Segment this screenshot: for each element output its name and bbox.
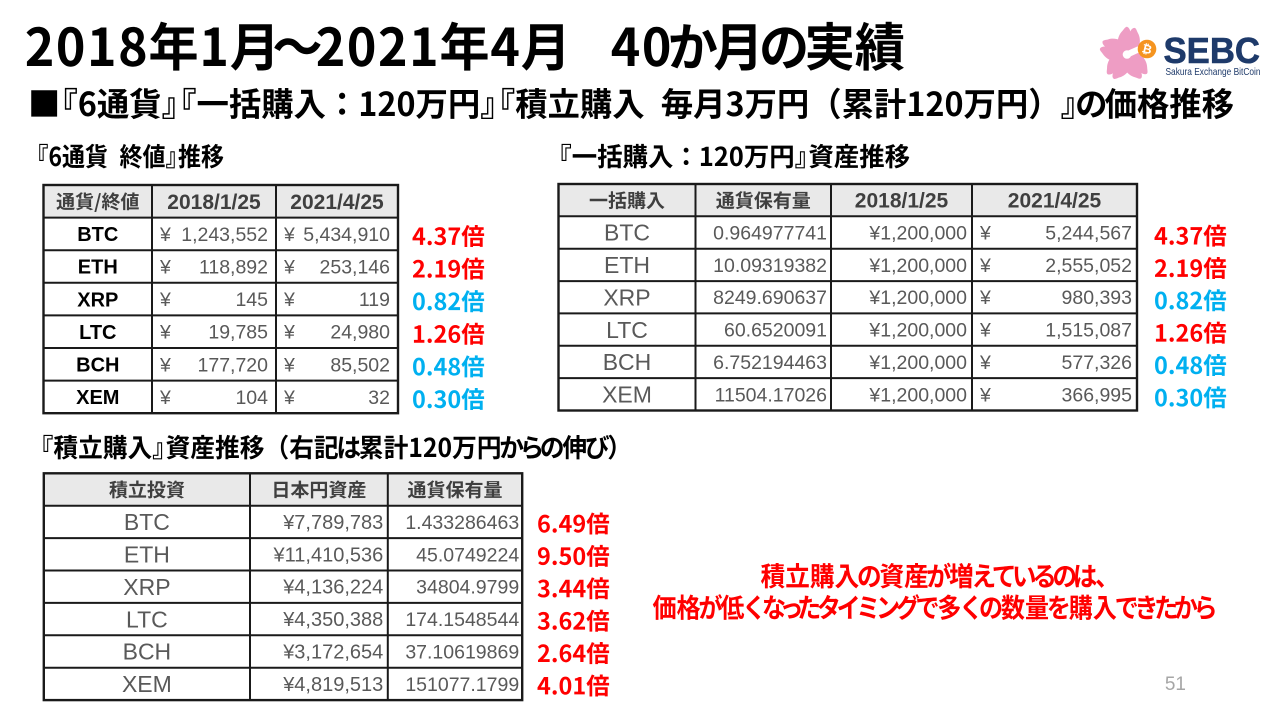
svg-text:¥: ¥	[979, 384, 991, 406]
svg-text:SEBC: SEBC	[1164, 30, 1261, 71]
svg-text:118,892: 118,892	[199, 257, 268, 279]
svg-text:37.10619869: 37.10619869	[405, 642, 519, 664]
svg-text:85,502: 85,502	[330, 354, 390, 376]
svg-text:10.09319382: 10.09319382	[713, 255, 827, 277]
svg-text:¥: ¥	[283, 289, 295, 311]
svg-text:¥1,200,000: ¥1,200,000	[868, 352, 967, 374]
svg-text:8249.690637: 8249.690637	[713, 287, 827, 309]
svg-text:¥1,200,000: ¥1,200,000	[868, 320, 967, 342]
svg-text:¥: ¥	[283, 224, 295, 246]
svg-text:19,785: 19,785	[208, 322, 268, 344]
svg-text:¥1,200,000: ¥1,200,000	[868, 287, 967, 309]
svg-text:2018/1/25: 2018/1/25	[855, 190, 949, 213]
svg-text:11504.17026: 11504.17026	[715, 384, 827, 406]
svg-text:60.6520091: 60.6520091	[724, 320, 827, 342]
svg-text:980,393: 980,393	[1062, 287, 1133, 309]
svg-text:BTC: BTC	[124, 509, 170, 535]
svg-text:ETH: ETH	[78, 257, 118, 279]
svg-text:¥4,350,388: ¥4,350,388	[282, 609, 383, 631]
svg-text:¥: ¥	[283, 354, 295, 376]
svg-text:2021/4/25: 2021/4/25	[1008, 190, 1102, 213]
svg-text:¥1,200,000: ¥1,200,000	[868, 384, 967, 406]
svg-text:¥1,200,000: ¥1,200,000	[868, 255, 967, 277]
svg-text:5,244,567: 5,244,567	[1045, 223, 1132, 245]
svg-text:XRP: XRP	[603, 284, 650, 310]
svg-text:0.964977741: 0.964977741	[713, 223, 827, 245]
svg-text:¥11,410,536: ¥11,410,536	[273, 544, 384, 566]
svg-text:ETH: ETH	[604, 252, 650, 278]
svg-text:¥: ¥	[979, 287, 991, 309]
svg-text:¥: ¥	[979, 320, 991, 342]
svg-text:1,515,087: 1,515,087	[1045, 320, 1132, 342]
svg-text:¥: ¥	[283, 387, 295, 409]
svg-text:LTC: LTC	[79, 322, 116, 344]
svg-text:¥: ¥	[283, 257, 295, 279]
svg-text:¥: ¥	[159, 289, 171, 311]
svg-text:¥7,789,783: ¥7,789,783	[282, 512, 383, 534]
svg-text:2021/4/25: 2021/4/25	[290, 191, 384, 214]
svg-text:BTC: BTC	[77, 224, 118, 246]
svg-text:LTC: LTC	[606, 317, 648, 343]
svg-text:2018/1/25: 2018/1/25	[167, 191, 261, 214]
svg-text:LTC: LTC	[126, 606, 168, 632]
svg-text:¥: ¥	[159, 387, 171, 409]
svg-text:¥3,172,654: ¥3,172,654	[282, 642, 383, 664]
svg-text:¥: ¥	[159, 322, 171, 344]
svg-text:366,995: 366,995	[1062, 384, 1133, 406]
svg-text:174.1548544: 174.1548544	[405, 609, 519, 631]
svg-text:XEM: XEM	[122, 671, 172, 697]
svg-text:BCH: BCH	[123, 639, 172, 665]
svg-text:₿: ₿	[1141, 41, 1154, 57]
svg-text:177,720: 177,720	[198, 354, 269, 376]
svg-text:32: 32	[368, 387, 390, 409]
svg-text:1,243,552: 1,243,552	[181, 224, 268, 246]
svg-text:ETH: ETH	[124, 542, 170, 568]
svg-text:¥4,819,513: ¥4,819,513	[282, 674, 383, 696]
svg-text:¥1,200,000: ¥1,200,000	[868, 223, 967, 245]
svg-text:XRP: XRP	[77, 289, 118, 311]
svg-text:45.0749224: 45.0749224	[416, 544, 519, 566]
svg-text:¥: ¥	[159, 257, 171, 279]
svg-text:1.433286463: 1.433286463	[405, 512, 519, 534]
svg-text:6.752194463: 6.752194463	[713, 352, 827, 374]
svg-text:¥: ¥	[979, 223, 991, 245]
svg-text:24,980: 24,980	[330, 322, 390, 344]
svg-text:BTC: BTC	[604, 220, 650, 246]
svg-text:104: 104	[235, 387, 268, 409]
svg-text:151077.1799: 151077.1799	[405, 674, 519, 696]
svg-text:¥: ¥	[979, 352, 991, 374]
svg-text:51: 51	[1165, 674, 1186, 695]
svg-text:253,146: 253,146	[320, 257, 391, 279]
svg-text:145: 145	[235, 289, 268, 311]
svg-text:5,434,910: 5,434,910	[303, 224, 390, 246]
svg-text:Sakura Exchange BitCoin: Sakura Exchange BitCoin	[1166, 67, 1261, 78]
svg-text:XRP: XRP	[123, 574, 170, 600]
svg-text:34804.9799: 34804.9799	[416, 577, 519, 599]
svg-text:119: 119	[359, 289, 390, 311]
svg-text:XEM: XEM	[602, 382, 652, 408]
svg-text:¥4,136,224: ¥4,136,224	[282, 577, 383, 599]
svg-text:XEM: XEM	[76, 387, 119, 409]
svg-text:BCH: BCH	[603, 349, 652, 375]
svg-text:577,326: 577,326	[1062, 352, 1133, 374]
svg-text:BCH: BCH	[76, 355, 119, 377]
svg-text:¥: ¥	[159, 354, 171, 376]
svg-text:2,555,052: 2,555,052	[1045, 255, 1132, 277]
svg-text:¥: ¥	[979, 255, 991, 277]
svg-text:¥: ¥	[283, 322, 295, 344]
svg-text:¥: ¥	[159, 224, 171, 246]
